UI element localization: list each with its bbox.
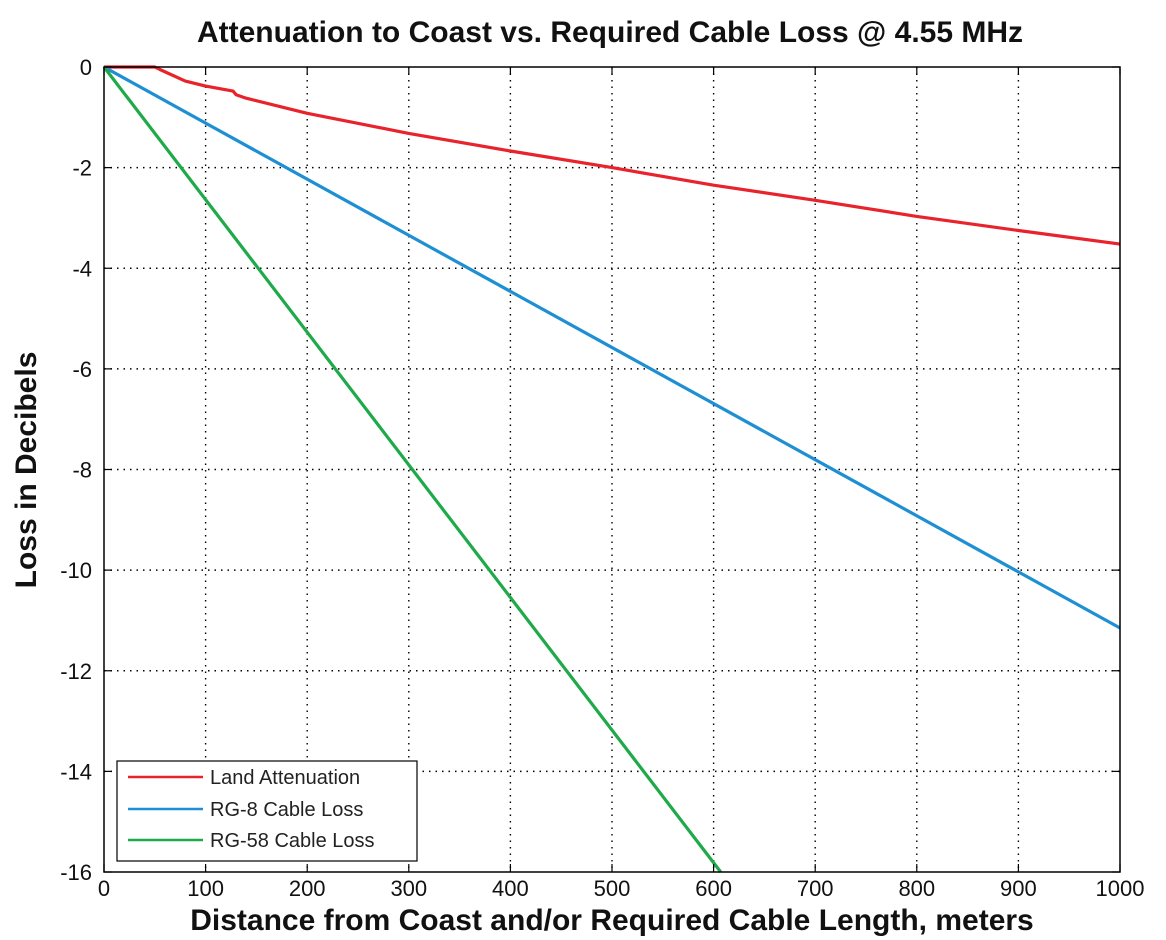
y-axis-label: Loss in Decibels: [10, 352, 43, 589]
x-tick-label: 0: [98, 876, 110, 901]
x-tick-label: 800: [898, 876, 935, 901]
x-tick-label: 700: [797, 876, 834, 901]
x-tick-label: 300: [390, 876, 427, 901]
y-tick-label: -8: [72, 458, 92, 483]
series-line-rg-8-cable-loss: [103, 65, 1121, 630]
y-tick-label: -12: [60, 659, 92, 684]
grid: [104, 67, 1120, 872]
x-tick-label: 400: [492, 876, 529, 901]
legend-label-land: Land Attenuation: [210, 767, 360, 789]
y-tick-label: -16: [60, 860, 92, 885]
x-tick-label: 200: [289, 876, 326, 901]
x-tick-label: 600: [695, 876, 732, 901]
y-tick-label: -10: [60, 558, 92, 583]
series-line-land-attenuation: [104, 65, 1121, 246]
axis-ticks: 0 100 200 300 400 500 600 700 800 900 1000 0 -2 -4 -6 -…: [60, 55, 1144, 901]
x-tick-label: 100: [187, 876, 224, 901]
series-lines: [102, 65, 1121, 873]
x-axis-label: Distance from Coast and/or Required Cabl…: [190, 904, 1034, 937]
y-tick-label: -4: [72, 256, 92, 281]
y-tick-label: -2: [72, 156, 92, 181]
legend-label-rg58: RG-58 Cable Loss: [210, 830, 375, 852]
y-tick-label: -14: [60, 759, 92, 784]
x-tick-label: 1000: [1096, 876, 1145, 901]
y-tick-label: 0: [80, 55, 92, 80]
legend-label-rg8: RG-8 Cable Loss: [210, 799, 363, 821]
series-line-rg-58-cable-loss: [102, 66, 722, 873]
x-tick-label: 900: [1000, 876, 1037, 901]
chart-title: Attenuation to Coast vs. Required Cable …: [197, 16, 1023, 49]
x-tick-label: 500: [594, 876, 631, 901]
y-tick-label: -6: [72, 357, 92, 382]
legend: Land Attenuation RG-8 Cable Loss RG-58 C…: [116, 760, 418, 862]
